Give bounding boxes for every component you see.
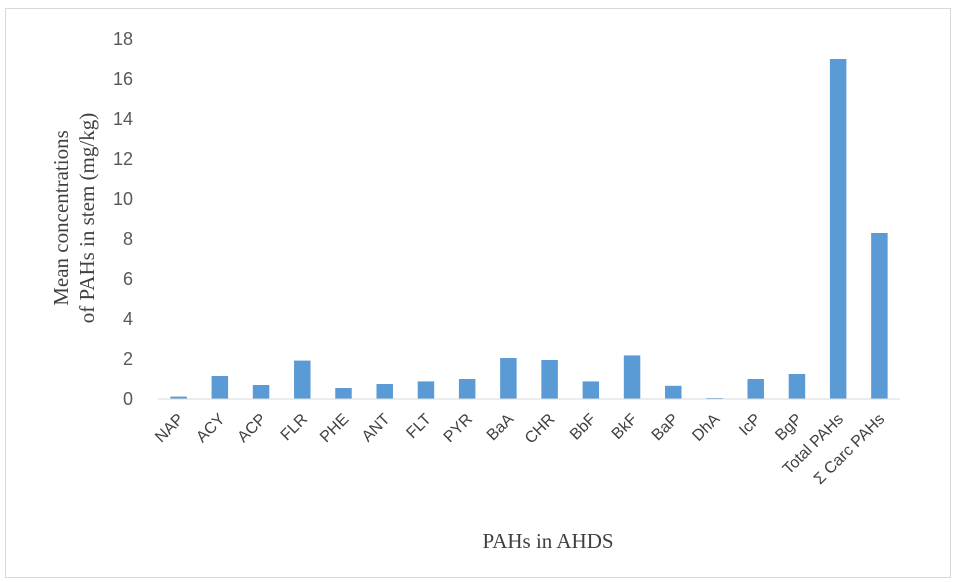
x-tick-label: FLT [403,411,434,442]
x-tick-label: BgP [772,411,805,444]
x-tick-label: BaA [484,411,518,445]
x-tick-label: ANT [359,411,394,446]
bar-flt [417,381,435,399]
bar-ant [376,384,393,399]
x-tick-label: ACP [235,411,270,446]
x-axis-labels: NAP ACY ACP FLR PHE ANT FLT PYR BaA CHR BbF BkF BaP D… [152,411,888,489]
bar-baa [500,358,517,399]
y-axis-ticks: 0 2 4 6 8 10 12 14 16 18 [113,29,133,409]
bar-chr [541,360,558,399]
x-tick-label: BaP [649,411,682,444]
y-tick-label: 8 [123,229,133,249]
x-tick-label: PYR [441,411,476,446]
bar-carc-pahs [871,233,888,399]
bar-bkf [623,355,641,399]
bar-nap [170,396,187,399]
chart-frame [5,8,951,578]
bar-acp [252,385,270,399]
y-tick-label: 4 [123,309,133,329]
y-tick-label: 0 [123,389,133,409]
x-tick-label: BkF [609,411,641,443]
y-tick-label: 2 [123,349,133,369]
bar-acy [211,376,229,399]
bar-bgp [788,374,806,399]
y-tick-label: 14 [113,109,133,129]
bar-pyr [458,379,476,399]
y-tick-label: 18 [113,29,133,49]
y-tick-label: 10 [113,189,133,209]
y-axis-title-line-1: Mean concentrations [49,130,73,306]
y-tick-label: 6 [123,269,133,289]
x-tick-label: DhA [689,411,723,445]
x-tick-label: IcP [736,411,764,439]
x-tick-label: BbF [567,411,600,444]
x-tick-label: CHR [522,411,559,448]
bar-bap [665,385,682,399]
bar-total-pahs [829,59,847,399]
bar-phe [335,388,352,399]
x-axis-title: PAHs in AHDS [482,529,613,553]
bar-icp [747,379,764,399]
y-tick-label: 12 [113,149,133,169]
x-tick-label: FLR [278,411,311,444]
bar-flr [294,360,311,399]
x-tick-label: PHE [317,411,352,446]
x-tick-label: ACY [193,411,229,447]
y-axis-title-line-2: of PAHs in stem (mg/kg) [75,113,99,323]
y-tick-label: 16 [113,69,133,89]
x-tick-label: NAP [152,411,187,446]
bar-bbf [582,381,600,399]
bars [170,59,888,399]
